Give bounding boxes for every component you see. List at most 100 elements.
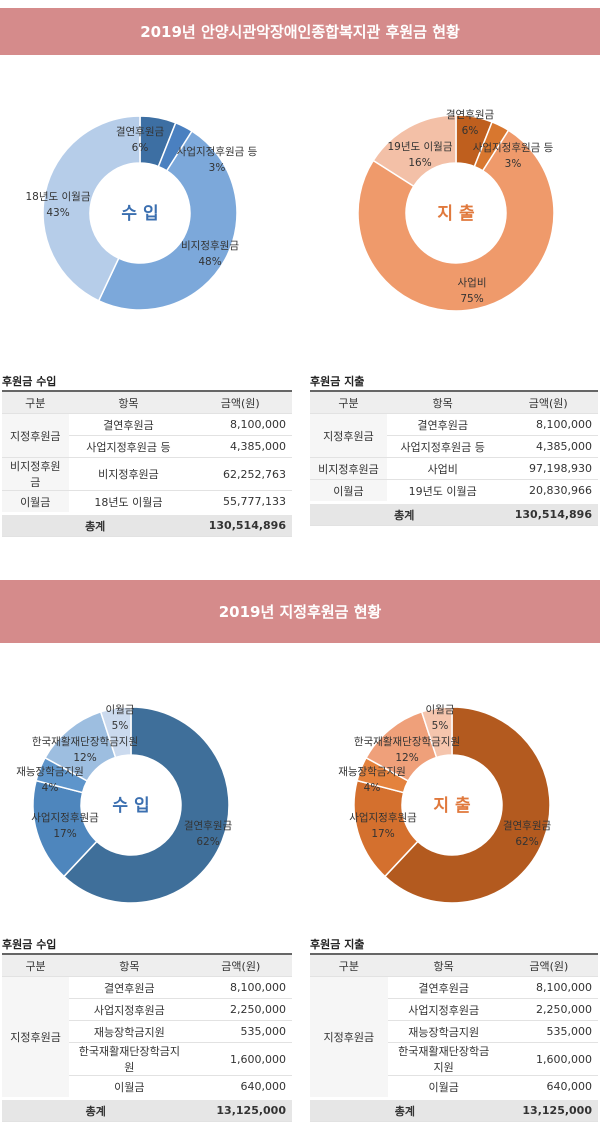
donut-slice <box>372 114 457 188</box>
data-table: 구분 항목 금액(원) 지정후원금 결연후원금 8,100,000 사업지정후원금 2,250… <box>2 953 292 1122</box>
slice-label: 사업지정후원금 등 <box>177 145 258 158</box>
donut-slice <box>42 115 141 302</box>
item-cell: 한국재활재단장학금지원 <box>387 1042 500 1076</box>
item-cell: 재능장학금지원 <box>387 1020 500 1043</box>
center-label: 수 입 <box>112 796 149 816</box>
table-row: 재능장학금지원 535,000 <box>2 1020 292 1043</box>
table-row: 이월금 18년도 이월금 55,777,133 <box>2 490 292 514</box>
header-cell: 항목 <box>386 390 499 414</box>
amount-cell: 2,250,000 <box>499 998 598 1021</box>
amount-cell: 8,100,000 <box>498 413 598 436</box>
table-title: 후원금 지출 <box>310 375 365 388</box>
header-row: 구분 항목 금액(원) <box>310 390 598 414</box>
total-label: 총계 <box>310 1097 500 1122</box>
slice-value: 62% <box>196 836 219 848</box>
table-row: 사업지정후원금 등 4,385,000 <box>310 435 598 458</box>
table-row: 한국재활재단장학금지원 1,600,000 <box>310 1042 598 1076</box>
slice-label: 결연후원금 <box>503 820 552 832</box>
table-row: 비지정후원금 사업비 97,198,930 <box>310 457 598 480</box>
table-row: 한국재활재단장학금지원 1,600,000 <box>2 1042 292 1076</box>
slice-value: 16% <box>408 157 431 169</box>
slice-value: 75% <box>460 293 483 305</box>
total-label: 총계 <box>2 1097 190 1122</box>
table-row: 이월금 19년도 이월금 20,830,966 <box>310 479 598 503</box>
item-cell: 사업지정후원금 <box>387 998 500 1021</box>
table-row: 지정후원금 결연후원금 8,100,000 <box>310 413 598 458</box>
header-cell: 금액(원) <box>499 953 598 977</box>
slice-label: 이월금 <box>426 704 455 716</box>
data-table: 구분 항목 금액(원) 지정후원금 결연후원금 8,100,000 사업지정후원금 2,250… <box>310 953 598 1122</box>
total-amount: 13,125,000 <box>189 1097 292 1122</box>
slice-value: 3% <box>505 158 522 170</box>
table-row: 비지정후원금 비지정후원금 62,252,763 <box>2 457 292 491</box>
amount-cell: 1,600,000 <box>189 1042 292 1076</box>
table-row: 사업지정후원금 2,250,000 <box>2 998 292 1021</box>
group-cell: 지정후원금 <box>2 413 69 458</box>
amount-cell: 62,252,763 <box>188 457 292 491</box>
header-cell: 항목 <box>68 390 189 414</box>
donut-slice <box>62 706 230 904</box>
amount-cell: 535,000 <box>189 1020 292 1043</box>
slice-value: 12% <box>73 752 96 764</box>
slice-label: 재능장학금지원 <box>338 766 406 778</box>
table-title: 후원금 지출 <box>310 938 365 951</box>
amount-cell: 55,777,133 <box>188 490 292 514</box>
slice-value: 5% <box>432 720 449 732</box>
slice-value: 6% <box>132 142 149 154</box>
data-table: 구분 항목 금액(원) 지정후원금 결연후원금 8,100,000 사업지정후원금 등 4,3… <box>2 390 292 537</box>
amount-cell: 4,385,000 <box>498 435 598 458</box>
group-cell: 지정후원금 <box>310 413 387 458</box>
donut-slice <box>420 706 453 759</box>
slice-label: 결연후원금 <box>116 126 165 138</box>
header-cell: 구분 <box>310 390 387 414</box>
table-title: 후원금 수입 <box>2 375 57 388</box>
item-cell: 사업지정후원금 등 <box>68 435 189 458</box>
slice-label: 18년도 이월금 <box>26 191 91 203</box>
amount-cell: 8,100,000 <box>188 413 292 436</box>
slice-value: 6% <box>462 125 479 137</box>
header-cell: 금액(원) <box>498 390 598 414</box>
donut-slice <box>357 129 555 312</box>
slice-value: 5% <box>112 720 129 732</box>
slice-label: 사업지정후원금 <box>349 811 417 824</box>
donut-slice <box>99 706 132 759</box>
slice-value: 4% <box>42 782 59 794</box>
item-cell: 이월금 <box>387 1075 500 1099</box>
amount-cell: 640,000 <box>189 1075 292 1099</box>
table-row: 이월금 640,000 <box>2 1075 292 1099</box>
slice-value: 12% <box>395 752 418 764</box>
table-row: 지정후원금 결연후원금 8,100,000 <box>2 413 292 458</box>
item-cell: 이월금 <box>69 1075 190 1099</box>
slice-value: 17% <box>371 828 394 840</box>
table-row: 사업지정후원금 등 4,385,000 <box>2 435 292 458</box>
amount-cell: 97,198,930 <box>498 457 598 480</box>
item-cell: 결연후원금 <box>68 413 189 436</box>
section-banner: 2019년 안양시관악장애인종합복지관 후원금 현황 <box>0 8 600 55</box>
header-cell: 구분 <box>2 390 69 414</box>
table-row: 지정후원금 결연후원금 8,100,000 <box>310 976 598 1099</box>
header-cell: 구분 <box>2 953 70 977</box>
group-cell: 비지정후원금 <box>310 457 387 480</box>
item-cell: 사업지정후원금 <box>69 998 190 1021</box>
amount-cell: 535,000 <box>499 1020 598 1043</box>
center-label: 지 출 <box>433 796 471 816</box>
slice-value: 17% <box>53 828 76 840</box>
slice-label: 이월금 <box>106 704 135 716</box>
group-cell: 비지정후원금 <box>2 457 69 491</box>
slice-value: 3% <box>209 162 226 174</box>
item-cell: 한국재활재단장학금지원 <box>69 1042 190 1076</box>
donut-slice <box>383 706 551 904</box>
section-banner: 2019년 지정후원금 현황 <box>0 580 600 643</box>
group-cell: 이월금 <box>310 479 387 503</box>
total-row: 총계 13,125,000 <box>2 1097 292 1122</box>
group-cell: 지정후원금 <box>2 976 70 1099</box>
amount-cell: 2,250,000 <box>189 998 292 1021</box>
slice-value: 4% <box>364 782 381 794</box>
slice-label: 사업지정후원금 등 <box>473 141 554 154</box>
total-label: 총계 <box>310 501 499 526</box>
total-row: 총계 13,125,000 <box>310 1097 598 1122</box>
group-cell: 이월금 <box>2 490 69 514</box>
center-label: 지 출 <box>437 204 475 224</box>
item-cell: 비지정후원금 <box>68 457 189 491</box>
item-cell: 18년도 이월금 <box>68 490 189 514</box>
